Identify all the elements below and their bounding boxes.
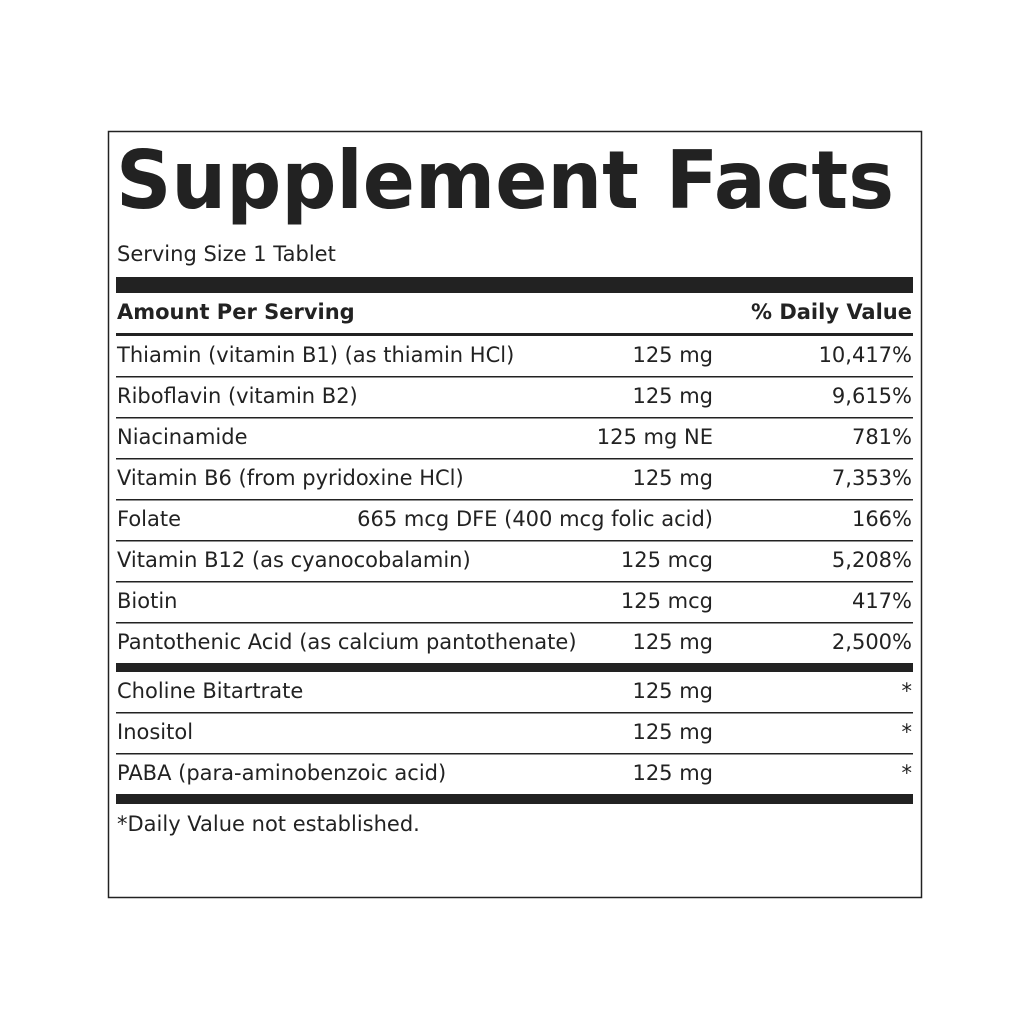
daily-value: *	[902, 720, 913, 744]
daily-value: 9,615%	[832, 384, 912, 408]
nutrient-name: Biotin	[117, 589, 177, 613]
nutrient-name: Vitamin B12 (as cyanocobalamin)	[117, 548, 471, 572]
amount: 125 mcg	[621, 589, 713, 613]
title: Supplement Facts	[116, 134, 894, 227]
amount: 125 mg	[632, 466, 713, 490]
amount: 125 mg	[632, 761, 713, 785]
daily-value: 2,500%	[832, 630, 912, 654]
nutrient-name: Niacinamide	[117, 425, 248, 449]
header-rule	[116, 333, 913, 336]
nutrient-name: Choline Bitartrate	[117, 679, 303, 703]
nutrient-name: Thiamin (vitamin B1) (as thiamin HCl)	[116, 343, 514, 367]
daily-value: *	[902, 679, 913, 703]
row-rule	[116, 540, 913, 542]
nutrient-name: PABA (para-aminobenzoic acid)	[117, 761, 446, 785]
thick-bar	[116, 663, 913, 672]
row-rule	[116, 622, 913, 624]
nutrient-name: Vitamin B6 (from pyridoxine HCl)	[117, 466, 464, 490]
column-header: % Daily Value	[751, 300, 912, 324]
row-rule	[116, 712, 913, 714]
amount: 125 mg	[632, 630, 713, 654]
nutrient-name: Pantothenic Acid (as calcium pantothenat…	[117, 630, 577, 654]
thick-bar	[116, 794, 913, 804]
daily-value: 10,417%	[819, 343, 912, 367]
nutrient-name: Folate	[117, 507, 181, 531]
nutrient-name: Riboflavin (vitamin B2)	[117, 384, 358, 408]
daily-value: 166%	[852, 507, 912, 531]
row-rule	[116, 458, 913, 460]
daily-value: 417%	[852, 589, 912, 613]
amount: 125 mg	[632, 720, 713, 744]
row-rule	[116, 499, 913, 501]
daily-value: 7,353%	[832, 466, 912, 490]
amount: 125 mcg	[621, 548, 713, 572]
amount: 665 mcg DFE (400 mcg folic acid)	[357, 507, 713, 531]
serving-size: Serving Size 1 Tablet	[117, 242, 336, 266]
column-header: Amount Per Serving	[117, 300, 355, 324]
amount: 125 mg	[632, 343, 713, 367]
row-rule	[116, 581, 913, 583]
nutrient-name: Inositol	[117, 720, 193, 744]
row-rule	[116, 376, 913, 378]
thick-bar	[116, 277, 913, 293]
daily-value: 781%	[852, 425, 912, 449]
row-rule	[116, 417, 913, 419]
footnote: *Daily Value not established.	[117, 812, 420, 836]
amount: 125 mg NE	[597, 425, 713, 449]
row-rule	[116, 753, 913, 755]
amount: 125 mg	[632, 384, 713, 408]
daily-value: *	[902, 761, 913, 785]
label-border	[107, 130, 923, 899]
amount: 125 mg	[632, 679, 713, 703]
daily-value: 5,208%	[832, 548, 912, 572]
